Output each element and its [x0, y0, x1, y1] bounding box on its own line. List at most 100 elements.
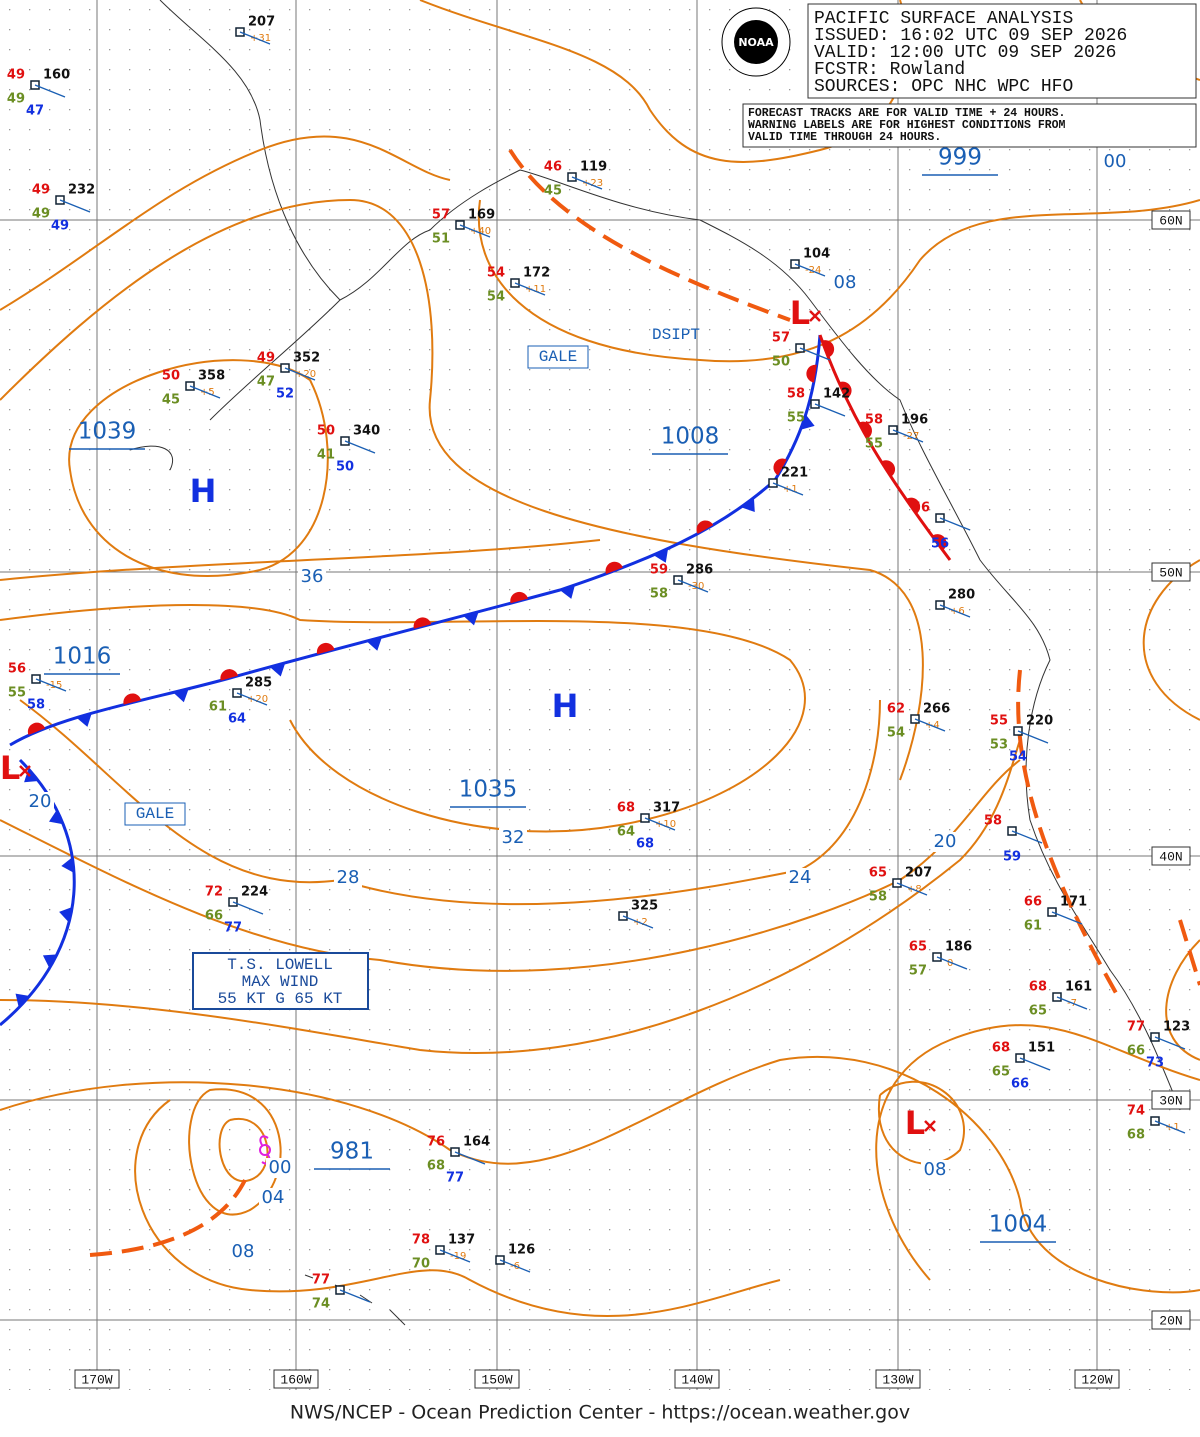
wind-barb: [1011, 830, 1043, 844]
station-temp: 62: [887, 702, 905, 717]
isobar-label: 24: [789, 867, 812, 888]
isobar-label: 36: [301, 566, 324, 587]
station-temp: 55: [990, 714, 1008, 729]
pressure-center: L: [0, 749, 20, 787]
lon-label: 130W: [882, 1372, 913, 1387]
lon-label: 140W: [681, 1372, 712, 1387]
station-pressure: 285: [245, 676, 272, 691]
station-pressure: 164: [463, 1135, 490, 1150]
station-pressure: 232: [68, 183, 95, 198]
isobar-label-bg: [831, 273, 859, 293]
warm-front-semicircle: [838, 381, 852, 399]
station-dewpoint: 53: [990, 738, 1008, 753]
station-pressure: 280: [948, 588, 975, 603]
wind-barb: [1154, 1120, 1186, 1134]
isobar-label: 32: [502, 827, 525, 848]
wind-barb: [677, 579, 709, 593]
warning-box: [124, 802, 186, 826]
station-pressure: 340: [353, 424, 380, 439]
station-sst: 64: [228, 712, 246, 727]
warning-label: GALE: [539, 348, 577, 366]
pressure-label: 1016: [53, 644, 112, 670]
warm-front-semicircle: [858, 421, 872, 439]
warm-front-semicircle: [123, 693, 142, 705]
note-line: FORECAST TRACKS ARE FOR VALID TIME + 24 …: [748, 107, 1065, 120]
station-dewpoint: 41: [317, 448, 335, 463]
wind-barb: [772, 482, 804, 496]
station-pressure: 171: [1060, 895, 1087, 910]
station-pressure: 172: [523, 266, 550, 281]
storm-line: T.S. LOWELL: [227, 956, 333, 974]
lon-label-box: [74, 1369, 120, 1389]
station-tendency: +10: [655, 819, 676, 830]
station-sst: 77: [224, 921, 242, 936]
station-tendency: -24: [805, 265, 821, 276]
station-tendency: -15: [46, 680, 62, 691]
wind-barb: [914, 718, 946, 732]
lat-label: 60N: [1159, 213, 1182, 228]
station-pressure: 161: [1065, 980, 1092, 995]
station-temp: 78: [412, 1233, 430, 1248]
station-pressure: 151: [1028, 1041, 1055, 1056]
note-line: WARNING LABELS ARE FOR HIGHEST CONDITION…: [748, 119, 1066, 132]
isobar-label-bg: [931, 832, 959, 852]
station-pressure: 104: [803, 247, 830, 262]
station-sst: 66: [1011, 1077, 1029, 1092]
station-sst: 47: [26, 104, 44, 119]
station-dewpoint: 66: [205, 909, 223, 924]
station-pressure: 119: [580, 160, 607, 175]
station-pressure: 123: [1163, 1020, 1190, 1035]
station-temp: 74: [1127, 1104, 1145, 1119]
station-tendency: -19: [450, 1251, 466, 1262]
wind-barb: [439, 1249, 471, 1263]
cold-front-triangle: [559, 584, 575, 599]
wind-barb: [1051, 911, 1083, 925]
station-dewpoint: 57: [909, 964, 927, 979]
lon-label-box: [1074, 1369, 1120, 1389]
pressure-label: 1039: [78, 419, 137, 445]
isobar-label-bg: [499, 828, 527, 848]
station-sst: 50: [336, 460, 354, 475]
header-box: [807, 3, 1197, 99]
cold-front-triangle: [366, 637, 382, 651]
low-cross: [19, 765, 31, 777]
station-temp: 68: [617, 801, 635, 816]
wind-barb: [644, 817, 676, 831]
low-cross: [809, 310, 821, 322]
station-temp: 56: [8, 662, 26, 677]
station-sst: 77: [446, 1171, 464, 1186]
lon-label: 160W: [280, 1372, 311, 1387]
pressure-center: H: [552, 687, 579, 725]
tropical-storm-symbol: [259, 1135, 271, 1165]
wind-barb: [189, 385, 221, 399]
station-pressure: 207: [905, 866, 932, 881]
storm-line: 55 KT G 65 KT: [218, 990, 343, 1008]
station-pressure: 358: [198, 369, 225, 384]
warm-front-semicircle: [905, 497, 921, 515]
station-tendency: +23: [582, 178, 603, 189]
station-tendency: +11: [525, 284, 546, 295]
wind-barb: [499, 1259, 531, 1273]
station-dewpoint: 47: [257, 375, 275, 390]
wind-barb: [1154, 1036, 1186, 1050]
cold-front-triangle: [76, 713, 92, 727]
wind-barb: [892, 429, 924, 443]
station-temp: 46: [544, 160, 562, 175]
wind-barb: [814, 403, 846, 417]
storm-box: [192, 952, 369, 1010]
station-temp: 57: [432, 208, 450, 223]
station-sst: 59: [1003, 850, 1021, 865]
station-temp: 50: [162, 369, 180, 384]
station-temp: 68: [1029, 980, 1047, 995]
warm-front-semicircle: [220, 669, 239, 681]
cold-front-triangle: [59, 906, 73, 923]
station-pressure: 137: [448, 1233, 475, 1248]
pressure-center: H: [190, 472, 217, 510]
wind-barb: [34, 84, 66, 98]
station-temp: 58: [787, 387, 805, 402]
cold-front-triangle: [61, 856, 74, 873]
isobar-label-bg: [1101, 152, 1129, 172]
pressure-label: 999: [938, 145, 982, 171]
